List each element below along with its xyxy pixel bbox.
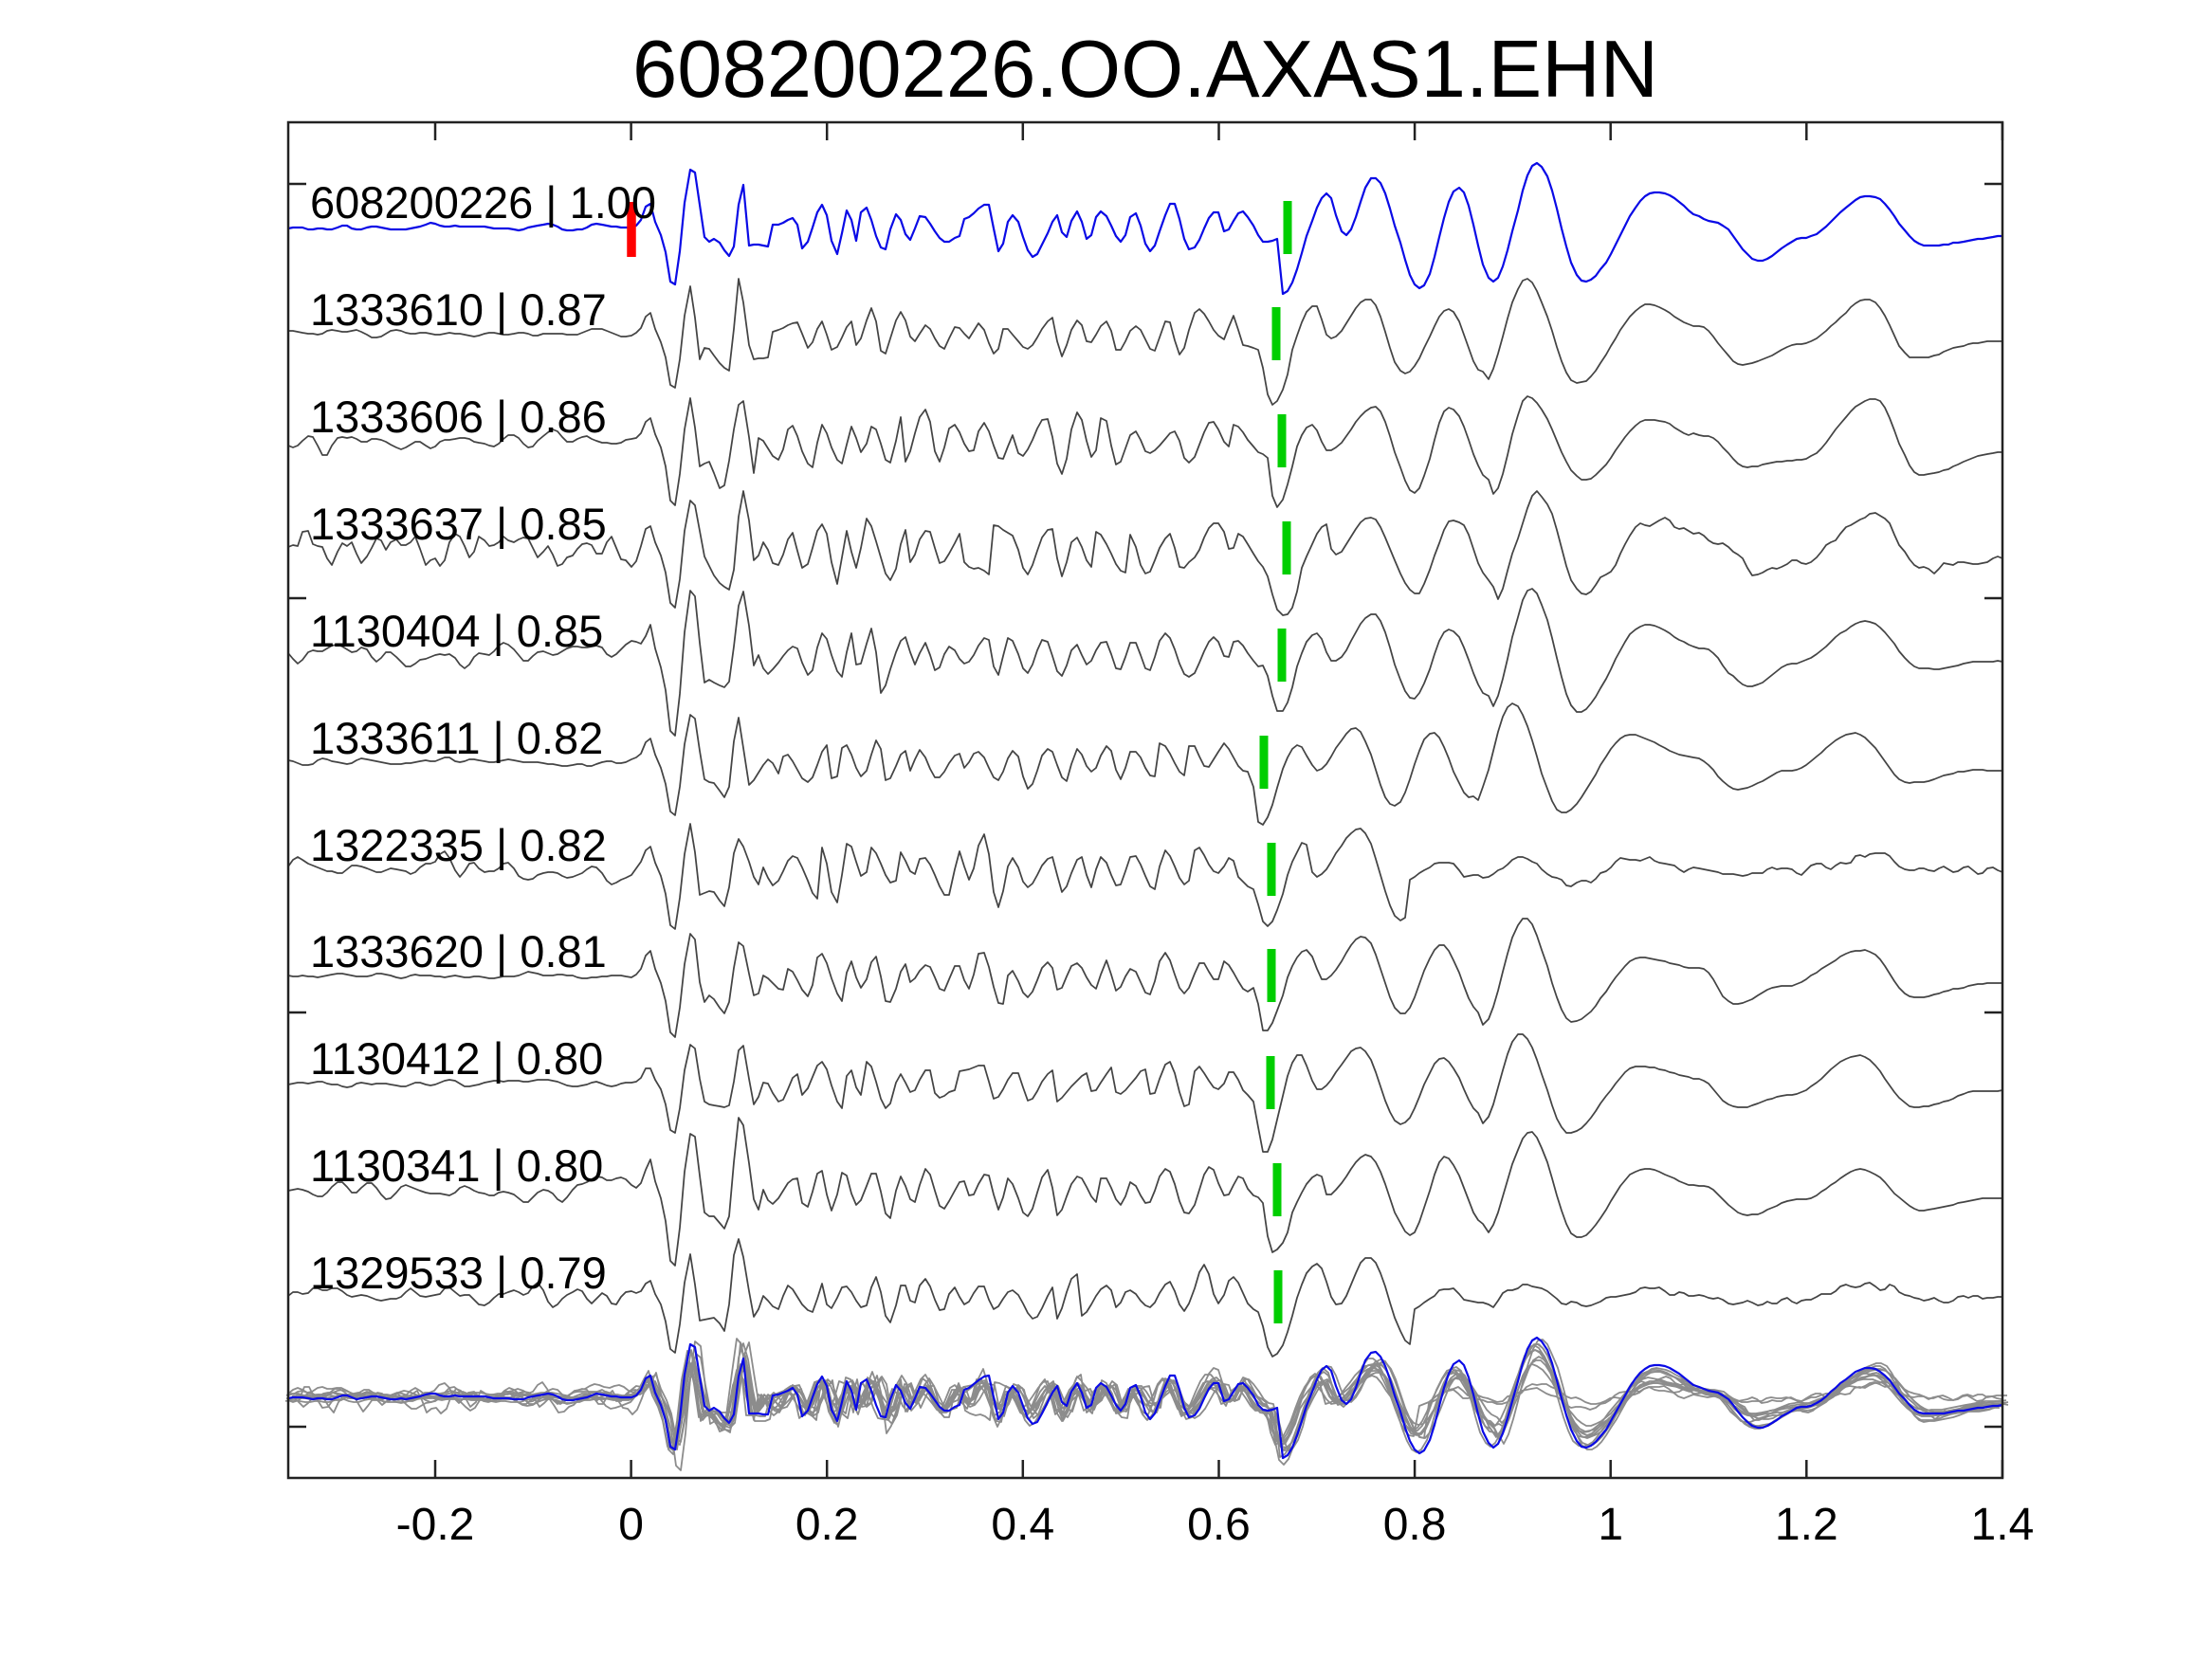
svg-text:1: 1 xyxy=(1598,1500,1623,1550)
svg-text:1130341 | 0.80: 1130341 | 0.80 xyxy=(310,1140,603,1191)
svg-text:1322335 | 0.82: 1322335 | 0.82 xyxy=(310,820,607,870)
svg-text:0: 0 xyxy=(618,1500,644,1550)
svg-text:608200226.OO.AXAS1.EHN: 608200226.OO.AXAS1.EHN xyxy=(632,25,1658,115)
svg-text:1333637 | 0.85: 1333637 | 0.85 xyxy=(310,499,607,549)
svg-text:1.4: 1.4 xyxy=(1971,1500,2035,1550)
svg-text:1333606 | 0.86: 1333606 | 0.86 xyxy=(310,392,607,442)
svg-text:0.2: 0.2 xyxy=(795,1500,859,1550)
svg-text:0.4: 0.4 xyxy=(991,1500,1054,1550)
svg-text:1329533 | 0.79: 1329533 | 0.79 xyxy=(310,1248,607,1298)
svg-text:1333610 | 0.87: 1333610 | 0.87 xyxy=(310,284,607,335)
svg-text:-0.2: -0.2 xyxy=(396,1500,475,1550)
svg-text:1130412 | 0.80: 1130412 | 0.80 xyxy=(310,1033,603,1084)
svg-text:1.2: 1.2 xyxy=(1775,1500,1838,1550)
svg-text:1333611 | 0.82: 1333611 | 0.82 xyxy=(310,713,603,763)
svg-text:0.8: 0.8 xyxy=(1383,1500,1447,1550)
svg-text:1130404 | 0.85: 1130404 | 0.85 xyxy=(310,606,603,656)
svg-text:1333620 | 0.81: 1333620 | 0.81 xyxy=(310,926,607,976)
svg-text:608200226 | 1.00: 608200226 | 1.00 xyxy=(310,177,656,228)
svg-text:0.6: 0.6 xyxy=(1187,1500,1251,1550)
